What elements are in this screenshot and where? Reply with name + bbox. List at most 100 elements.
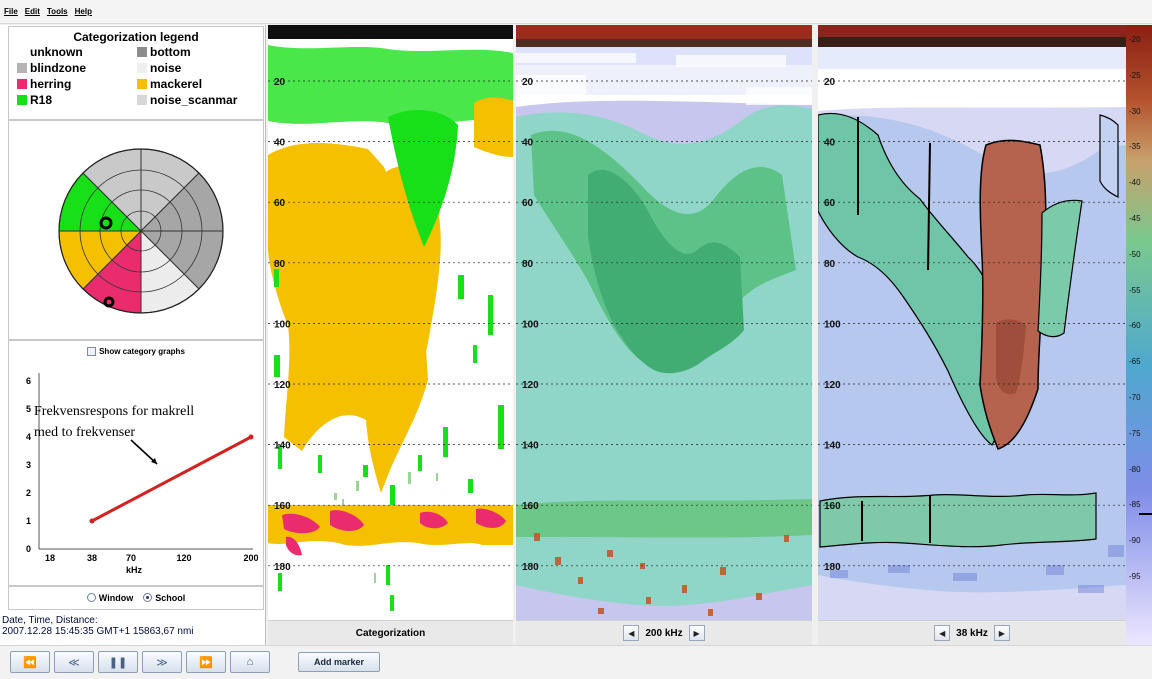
legend-item-blindzone: blindzone — [17, 61, 135, 75]
colorbar-tick-label: -30 — [1129, 106, 1141, 116]
legend-label: bottom — [150, 45, 191, 59]
legend-item-unknown: unknown — [17, 45, 135, 59]
colorbar-tick-label: -70 — [1129, 393, 1141, 402]
legend-label: R18 — [30, 93, 53, 107]
legend-item-herring: herring — [17, 77, 135, 91]
menu-bar: File Edit Tools Help — [0, 0, 1152, 24]
legend-swatch — [17, 47, 27, 57]
step-forward-button[interactable]: ≫ — [142, 651, 182, 673]
colorbar-tick-label: -50 — [1129, 249, 1141, 259]
y-tick-label: 5 — [26, 404, 31, 414]
depth-tick-label: 80 — [274, 259, 286, 270]
x-tick-label: 120 — [176, 553, 191, 563]
menu-tools[interactable]: Tools — [46, 7, 68, 16]
color-scale-bar: -20 -25 -30 -35 -40 -45 -50 -55 -60 -65 -70 -75 -80 -… — [1126, 25, 1152, 645]
legend-label: herring — [30, 77, 72, 91]
depth-tick-label: 100 — [274, 319, 291, 330]
left-panel: Categorization legend unknown bottom blind… — [0, 25, 266, 645]
colorbar-tick-label: -90 — [1129, 536, 1141, 546]
frequency-response-chart: 0 1 2 3 4 5 6 18 38 70 120 200 kHz Frekvensrespons fo… — [26, 373, 259, 575]
show-category-graphs-toggle[interactable]: Show category graphs — [9, 347, 263, 356]
polar-diagram[interactable] — [9, 121, 263, 339]
next-frequency-button[interactable]: ▶ — [688, 625, 705, 641]
colorbar-tick-label: -75 — [1129, 428, 1141, 438]
prev-frequency-button[interactable]: ◀ — [934, 625, 951, 641]
depth-tick-label: 160 — [824, 501, 841, 512]
categorization-label: Categorization — [355, 627, 426, 639]
position-info: Date, Time, Distance: 2007.12.28 15:45:3… — [0, 611, 266, 645]
fast-forward-button[interactable]: ⏩ — [186, 651, 226, 673]
fast-backward-button[interactable]: ⏪ — [10, 651, 50, 673]
depth-tick-label: 120 — [522, 380, 539, 391]
depth-tick-label: 180 — [274, 562, 291, 573]
legend-swatch — [17, 95, 27, 105]
depth-tick-label: 40 — [824, 138, 836, 149]
legend-swatch — [17, 63, 27, 73]
depth-tick-label: 20 — [522, 77, 534, 88]
response-line — [91, 435, 252, 523]
annotation-arrow-head — [151, 458, 157, 464]
depth-tick-label: 60 — [274, 198, 286, 209]
menu-help[interactable]: Help — [74, 7, 92, 16]
colorbar-tick-label: -65 — [1129, 357, 1141, 367]
colorbar-tick-label: -35 — [1129, 142, 1141, 152]
colorbar-tick-label: -20 — [1129, 35, 1141, 44]
colorbar-tick-label: -95 — [1129, 572, 1141, 581]
pause-button[interactable]: ❚❚ — [98, 651, 138, 673]
categorization-footer: Categorization — [268, 620, 513, 645]
echogram-200khz[interactable]: 20 40 60 80 100 120 140 160 180 — [516, 25, 812, 620]
legend-item-bottom: bottom — [137, 45, 255, 59]
y-tick-label: 4 — [26, 432, 31, 442]
response-point — [89, 518, 95, 524]
legend-swatch — [137, 79, 147, 89]
legend-label: blindzone — [30, 61, 86, 75]
depth-tick-label: 100 — [824, 319, 841, 330]
legend-label: noise — [150, 61, 182, 75]
legend-swatch — [137, 95, 147, 105]
echogram-38khz-footer: ◀ 38 kHz ▶ — [818, 620, 1126, 645]
colorbar-tick-label: -40 — [1129, 178, 1141, 188]
x-axis-label: kHz — [126, 565, 143, 575]
category-polar-selector[interactable] — [8, 120, 264, 340]
categorization-echogram[interactable]: 20 40 60 80 100 120 140 160 180 — [268, 25, 513, 620]
colorbar-tick-label: -80 — [1129, 464, 1141, 474]
legend-item-noise-scanmar: noise_scanmar — [137, 93, 255, 107]
prev-frequency-button[interactable]: ◀ — [623, 625, 640, 641]
depth-tick-label: 180 — [824, 562, 841, 573]
menu-edit[interactable]: Edit — [24, 7, 40, 16]
y-tick-label: 6 — [26, 376, 31, 386]
school-radio[interactable]: School — [143, 593, 185, 603]
legend-label: unknown — [30, 45, 83, 59]
legend-title: Categorization legend — [73, 30, 199, 44]
info-label: Date, Time, Distance: — [2, 615, 98, 626]
bottom-toolbar: ⏪ ≪ ❚❚ ≫ ⏩ ⌂ Add marker — [0, 645, 1152, 679]
colorbar-tick-label: -45 — [1129, 214, 1141, 223]
show-category-graphs-checkbox[interactable] — [87, 347, 97, 356]
add-marker-button[interactable]: Add marker — [298, 652, 380, 672]
y-tick-label: 2 — [26, 488, 31, 498]
echogram-38khz[interactable]: 20 40 60 80 100 120 140 160 180 — [818, 25, 1126, 620]
x-tick-label: 38 — [87, 553, 97, 563]
legend-item-r18: R18 — [17, 93, 135, 107]
depth-tick-label: 20 — [274, 77, 286, 88]
info-value: 2007.12.28 15:45:35 GMT+1 15863,67 nmi — [2, 626, 194, 637]
menu-file[interactable]: File — [4, 7, 18, 16]
depth-tick-label: 140 — [824, 441, 841, 452]
depth-tick-label: 160 — [522, 501, 539, 512]
depth-tick-label: 80 — [522, 259, 534, 270]
depth-tick-label: 140 — [274, 441, 291, 452]
selection-marker-window — [99, 216, 113, 230]
depth-tick-label: 60 — [824, 198, 836, 209]
legend-label: noise_scanmar — [150, 93, 238, 107]
window-radio[interactable]: Window — [86, 593, 133, 603]
x-tick-label: 200 — [243, 553, 258, 563]
colorbar-tick-label: -85 — [1129, 500, 1141, 510]
home-button[interactable]: ⌂ — [230, 651, 270, 673]
next-frequency-button[interactable]: ▶ — [993, 625, 1010, 641]
depth-tick-label: 100 — [522, 319, 539, 330]
step-back-button[interactable]: ≪ — [54, 651, 94, 673]
x-tick-label: 70 — [126, 553, 136, 563]
categorization-legend: Categorization legend unknown bottom blind… — [8, 26, 264, 120]
response-point — [248, 434, 254, 440]
depth-tick-label: 20 — [824, 77, 836, 88]
